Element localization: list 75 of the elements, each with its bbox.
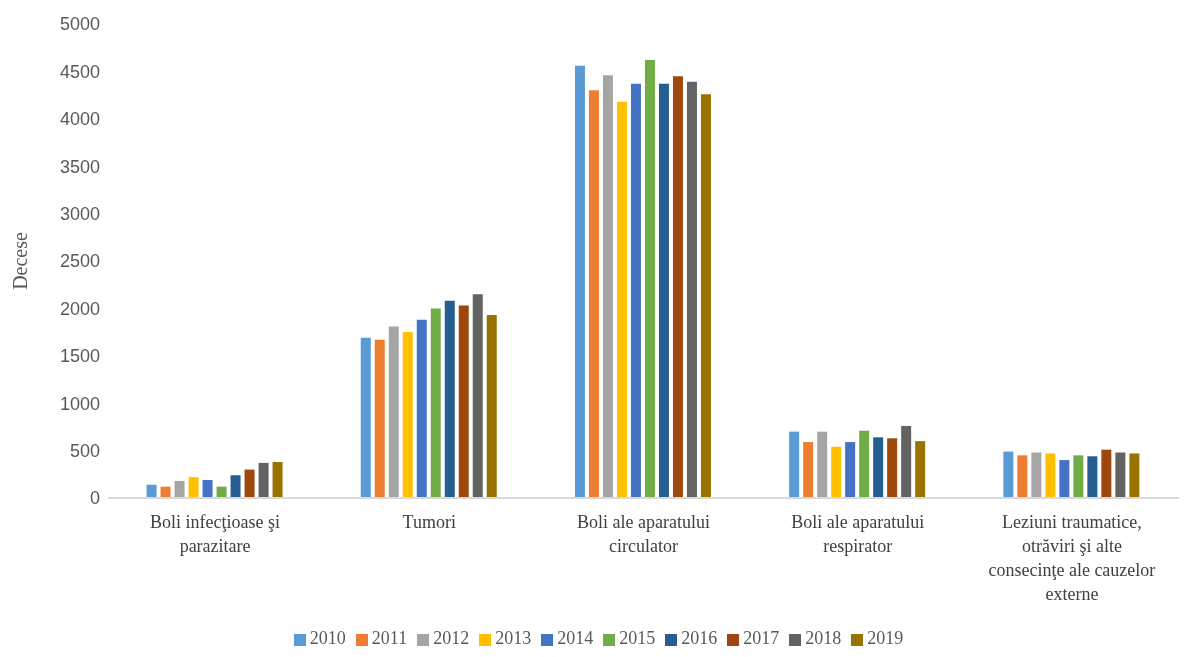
legend-label: 2010 xyxy=(309,628,346,648)
y-tick-label: 5000 xyxy=(59,14,100,35)
bar xyxy=(1031,452,1042,498)
bar xyxy=(1017,455,1028,498)
bar xyxy=(915,441,926,498)
bar xyxy=(1115,452,1126,498)
bar xyxy=(458,305,469,498)
legend-label: 2019 xyxy=(867,628,904,648)
bar xyxy=(374,339,385,498)
bar xyxy=(360,337,371,498)
bar xyxy=(831,446,842,498)
bar xyxy=(430,308,441,498)
x-tick-label: Boli ale aparatului circulator xyxy=(577,512,710,556)
bar xyxy=(486,315,497,498)
bar xyxy=(845,442,856,498)
bar xyxy=(272,461,283,498)
bar xyxy=(1087,456,1098,498)
legend-label: 2017 xyxy=(743,628,780,648)
bar xyxy=(574,65,585,498)
bar xyxy=(817,431,828,498)
legend-label: 2012 xyxy=(433,628,470,648)
bar xyxy=(472,294,483,498)
bar xyxy=(146,484,157,498)
bar xyxy=(602,75,613,498)
y-tick-label: 0 xyxy=(89,488,100,509)
bar xyxy=(230,475,241,498)
bar xyxy=(444,300,455,498)
bar xyxy=(672,76,683,498)
y-axis-title: Decese xyxy=(9,232,32,290)
bar xyxy=(202,479,213,498)
y-tick-label: 1000 xyxy=(59,393,100,414)
bar xyxy=(188,477,199,498)
bar xyxy=(686,81,697,498)
bar xyxy=(644,60,655,498)
bar xyxy=(1129,453,1140,498)
bar xyxy=(174,480,185,498)
legend-label: 2015 xyxy=(619,628,656,648)
bar xyxy=(402,332,413,498)
bar xyxy=(416,319,427,498)
x-tick-label: Tumori xyxy=(402,512,456,532)
bar xyxy=(258,462,269,498)
legend-label: 2014 xyxy=(557,628,594,648)
bar xyxy=(859,430,870,498)
legend-label: 2016 xyxy=(681,628,718,648)
y-tick-label: 3500 xyxy=(59,156,100,177)
legend-label: 2018 xyxy=(805,628,842,648)
y-tick-label: 2500 xyxy=(59,251,100,272)
legend-label: 2011 xyxy=(371,628,408,648)
bar xyxy=(1003,451,1014,498)
y-tick-label: 4500 xyxy=(59,61,100,82)
bar xyxy=(873,437,884,498)
x-tick-label: Leziuni traumatice, otrăviri şi alte consecinţe ale cauzelor externe xyxy=(988,512,1156,604)
y-tick-label: 4000 xyxy=(59,109,100,130)
bar xyxy=(630,83,641,498)
bar xyxy=(803,442,814,498)
bar xyxy=(789,431,800,498)
bar xyxy=(1059,460,1070,498)
bar xyxy=(901,425,912,498)
bar xyxy=(588,90,599,498)
bar xyxy=(1101,449,1112,498)
bar xyxy=(887,438,898,498)
bar xyxy=(658,83,669,498)
legend-label: 2013 xyxy=(495,628,532,648)
y-tick-label: 500 xyxy=(69,440,100,461)
x-tick-label: Boli ale aparatului respirator xyxy=(791,512,925,556)
bar xyxy=(700,94,711,498)
bar xyxy=(1045,453,1056,498)
bar xyxy=(388,326,399,498)
bar xyxy=(1073,455,1084,498)
y-tick-label: 2000 xyxy=(59,298,100,319)
y-tick-label: 1500 xyxy=(59,346,100,367)
x-tick-label: Boli infecţioase şi parazitare xyxy=(150,512,281,556)
bar xyxy=(616,101,627,498)
bar xyxy=(244,469,255,498)
y-tick-label: 3000 xyxy=(59,203,100,224)
